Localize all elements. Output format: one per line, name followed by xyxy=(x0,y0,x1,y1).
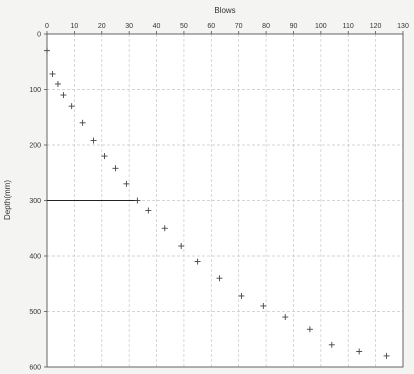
data-points xyxy=(44,47,390,359)
x-tick-label: 30 xyxy=(125,23,133,30)
x-tick-label: 90 xyxy=(290,23,298,30)
y-tick-label: 600 xyxy=(29,365,41,372)
data-point xyxy=(238,292,245,299)
y-axis-ticks: 0 100 200 300 400 500 600 xyxy=(29,32,47,372)
x-axis-ticks: 0 10 20 30 40 50 60 70 80 90 100 110 120 130 xyxy=(45,23,409,34)
x-tick-label: 20 xyxy=(98,23,106,30)
data-point xyxy=(68,103,75,110)
data-point xyxy=(123,180,130,187)
x-tick-label: 80 xyxy=(262,23,270,30)
data-point xyxy=(328,341,335,348)
data-point xyxy=(282,314,289,321)
data-point xyxy=(60,92,67,99)
data-point xyxy=(216,275,223,282)
data-point xyxy=(178,243,185,250)
y-tick-label: 500 xyxy=(29,309,41,316)
x-tick-label: 120 xyxy=(370,23,382,30)
y-axis-label: Depth(mm) xyxy=(3,180,12,220)
x-tick-label: 50 xyxy=(180,23,188,30)
x-tick-label: 40 xyxy=(153,23,161,30)
data-point xyxy=(79,119,86,126)
data-point xyxy=(112,165,119,172)
x-axis-label: Blows xyxy=(214,6,235,15)
data-point xyxy=(194,258,201,265)
x-tick-label: 130 xyxy=(397,23,409,30)
data-point xyxy=(44,47,50,54)
data-point xyxy=(383,352,390,359)
y-tick-label: 200 xyxy=(29,143,41,150)
x-tick-label: 70 xyxy=(235,23,243,30)
y-tick-label: 0 xyxy=(37,32,41,39)
data-point xyxy=(145,207,152,214)
data-point xyxy=(54,80,61,87)
data-point xyxy=(306,326,313,333)
x-tick-label: 10 xyxy=(70,23,78,30)
x-tick-label: 100 xyxy=(315,23,327,30)
data-point xyxy=(260,302,267,309)
x-tick-label: 110 xyxy=(343,23,354,30)
x-tick-label: 0 xyxy=(45,23,49,30)
data-point xyxy=(356,348,363,355)
grid xyxy=(47,34,403,367)
data-point xyxy=(90,137,97,144)
data-point xyxy=(101,153,108,160)
data-point xyxy=(134,197,141,204)
y-tick-label: 400 xyxy=(29,254,41,261)
data-point xyxy=(161,225,168,232)
data-point xyxy=(49,70,56,77)
x-tick-label: 60 xyxy=(207,23,215,30)
y-tick-label: 100 xyxy=(29,87,41,94)
y-tick-label: 300 xyxy=(29,198,41,205)
